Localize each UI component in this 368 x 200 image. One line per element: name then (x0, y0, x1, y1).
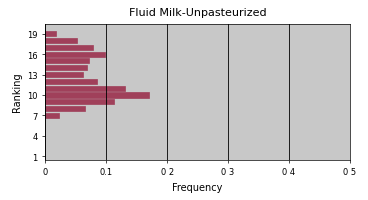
Bar (45, 86, 124, 91)
Bar (45, 66, 87, 71)
Bar (45, 39, 77, 44)
Bar (45, 106, 85, 112)
Bar (45, 52, 105, 57)
Bar (45, 73, 83, 78)
Bar (45, 59, 89, 64)
Bar (45, 113, 59, 118)
X-axis label: Frequency: Frequency (173, 182, 223, 192)
Title: Fluid Milk-Unpasteurized: Fluid Milk-Unpasteurized (129, 8, 266, 18)
Bar (45, 46, 93, 51)
Y-axis label: Ranking: Ranking (11, 72, 21, 112)
Bar (45, 32, 56, 37)
Bar (45, 100, 114, 105)
Bar (45, 79, 97, 84)
Bar (45, 93, 149, 98)
